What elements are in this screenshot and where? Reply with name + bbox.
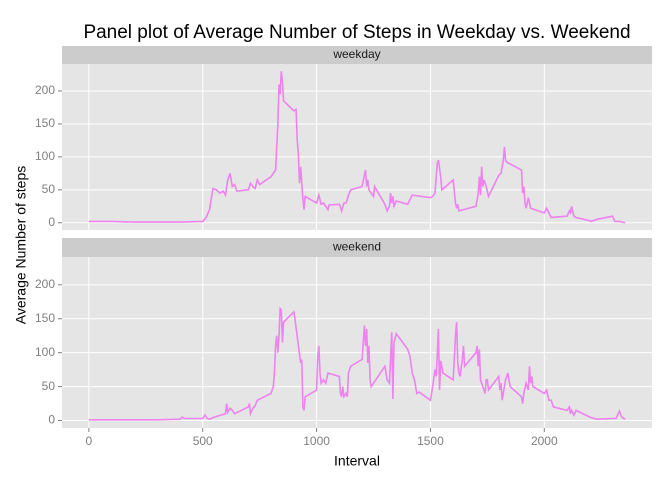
y-tick-label: 100 — [35, 345, 55, 359]
x-tick-label: 1500 — [417, 434, 444, 448]
x-axis-label: Interval — [334, 453, 380, 469]
x-tick-label: 0 — [86, 434, 93, 448]
strip-label: weekday — [332, 47, 380, 61]
data-line — [88, 71, 626, 224]
y-tick-label: 50 — [42, 182, 56, 196]
y-tick-label: 0 — [48, 413, 55, 427]
y-axis-label: Average Number of steps — [13, 166, 29, 325]
y-tick-label: 200 — [35, 277, 55, 291]
x-tick-label: 500 — [193, 434, 213, 448]
y-tick-label: 150 — [35, 116, 55, 130]
y-tick-label: 50 — [42, 379, 56, 393]
chart-title: Panel plot of Average Number of Steps in… — [83, 22, 630, 43]
y-tick-label: 150 — [35, 311, 55, 325]
panel-background — [62, 64, 652, 230]
y-tick-label: 200 — [35, 83, 55, 97]
y-tick-label: 0 — [48, 215, 55, 229]
x-tick-label: 1000 — [303, 434, 330, 448]
x-tick-label: 2000 — [531, 434, 558, 448]
y-tick-label: 100 — [35, 149, 55, 163]
strip-label: weekend — [332, 240, 381, 254]
data-line — [88, 306, 626, 421]
strip-background — [62, 46, 652, 64]
panel-background — [62, 257, 652, 428]
strip-background — [62, 238, 652, 257]
